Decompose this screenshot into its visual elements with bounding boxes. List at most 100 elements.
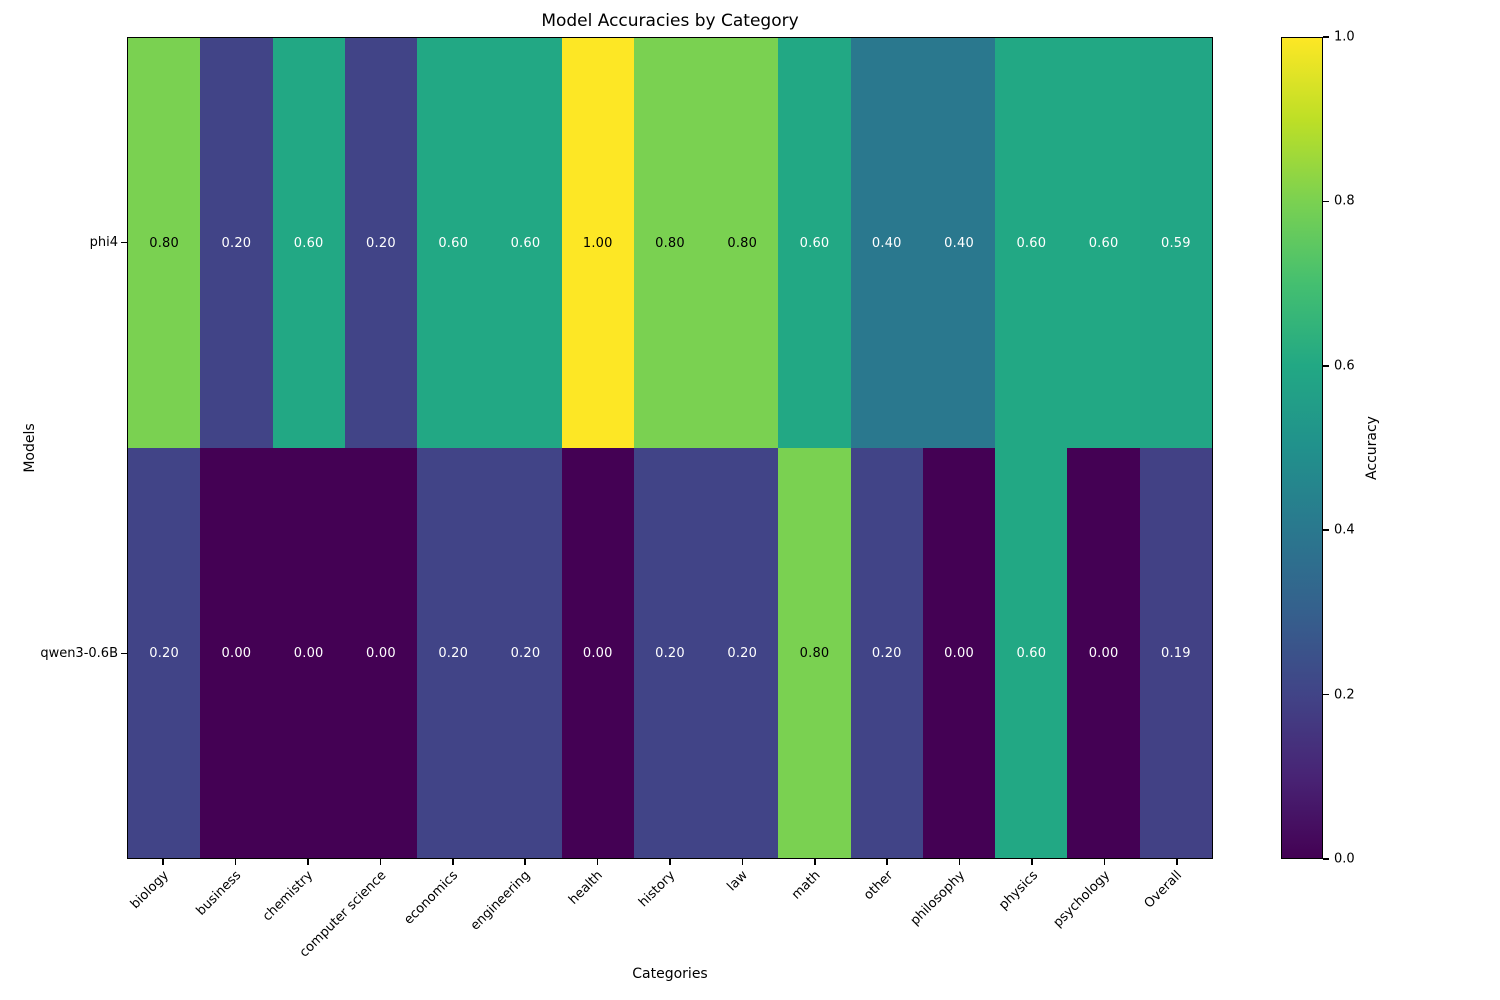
tick-mark (886, 859, 888, 865)
heatmap-cell: 0.20 (417, 448, 490, 858)
x-tick-label-text: history (636, 868, 679, 911)
heatmap: 0.80 0.20 0.60 0.20 0.60 0.60 1.00 0.80 0.80 0.60… (127, 37, 1213, 859)
chart-title: Model Accuracies by Category (541, 11, 799, 31)
x-tick-label-text: engineering (468, 868, 534, 934)
colorbar-tick-label: 0.4 (1334, 522, 1355, 538)
cell-value: 0.60 (799, 235, 830, 251)
heatmap-cell: 0.00 (561, 448, 634, 858)
x-tick-label-text: health (566, 868, 607, 908)
colorbar-tick-mark (1323, 200, 1329, 203)
x-tick-label-text: economics (401, 868, 462, 928)
heatmap-cell: 0.00 (200, 448, 273, 858)
x-tick-label-text: physics (995, 868, 1041, 913)
tick-mark (307, 859, 309, 865)
cell-value: 0.60 (438, 235, 469, 251)
heatmap-cell: 0.80 (128, 38, 201, 448)
heatmap-cell: 0.60 (272, 38, 345, 448)
tick-mark (814, 859, 816, 865)
cell-value: 0.00 (1088, 645, 1119, 661)
heatmap-cell: 0.60 (489, 38, 562, 448)
colorbar-tick-mark (1323, 858, 1329, 860)
x-tick-label-text: other (860, 868, 896, 904)
heatmap-cell: 0.00 (272, 448, 345, 858)
cell-value: 0.00 (366, 645, 396, 661)
tick-mark (162, 859, 164, 865)
heatmap-cell: 0.60 (1067, 38, 1140, 448)
heatmap-cell: 0.00 (922, 448, 996, 858)
heatmap-cell: 0.40 (922, 38, 996, 448)
tick-mark (452, 859, 454, 865)
heatmap-cell: 0.60 (995, 448, 1068, 858)
heatmap-cell: 0.59 (1139, 38, 1212, 448)
tick-mark (669, 859, 671, 865)
colorbar-tick-label: 1.0 (1334, 29, 1355, 45)
colorbar-tick-mark (1323, 365, 1329, 367)
tick-mark (524, 859, 526, 865)
heatmap-cell: 0.00 (344, 448, 418, 858)
heatmap-cell: 0.80 (633, 38, 707, 448)
cell-value: 0.20 (438, 645, 469, 661)
cell-value: 0.80 (727, 235, 758, 251)
heatmap-cell: 0.80 (778, 448, 851, 858)
heatmap-cell: 0.00 (1067, 448, 1140, 858)
x-tick-label-text: psychology (1050, 868, 1113, 931)
cell-value: 0.20 (871, 645, 902, 661)
heatmap-cell: 0.20 (633, 448, 707, 858)
cell-value: 0.19 (1160, 645, 1191, 661)
colorbar-tick-label: 0.8 (1334, 193, 1355, 209)
cell-value: 0.00 (293, 645, 324, 661)
x-tick-label-text: Overall (1141, 868, 1186, 912)
cell-value: 0.20 (655, 645, 685, 661)
cell-value: 0.20 (149, 645, 179, 661)
x-tick-label-text: law (724, 868, 751, 895)
cell-value: 0.59 (1160, 235, 1191, 251)
cell-value: 0.20 (366, 235, 396, 251)
cell-value: 1.00 (582, 235, 613, 251)
heatmap-cell: 1.00 (561, 38, 634, 448)
cell-value: 0.20 (727, 645, 758, 661)
cell-value: 0.60 (293, 235, 324, 251)
tick-mark (1103, 859, 1106, 865)
heatmap-cell: 0.60 (995, 38, 1068, 448)
colorbar-tick-label: 0.0 (1334, 851, 1355, 867)
heatmap-cell: 0.20 (706, 448, 779, 858)
x-tick-label-text: chemistry (260, 868, 317, 925)
heatmap-cell: 0.20 (128, 448, 201, 858)
cell-value: 0.00 (221, 645, 252, 661)
heatmap-cell: 0.60 (417, 38, 490, 448)
x-tick-label-text: math (788, 868, 824, 903)
cell-value: 0.40 (944, 235, 974, 251)
colorbar-tick-mark (1323, 529, 1329, 531)
cell-value: 0.00 (944, 645, 974, 661)
heatmap-cell: 0.19 (1139, 448, 1212, 858)
tick-mark (596, 859, 599, 865)
cell-value: 0.20 (510, 645, 541, 661)
cell-value: 0.60 (1088, 235, 1119, 251)
cell-value: 0.60 (1016, 235, 1047, 251)
x-tick-label-text: business (193, 868, 245, 919)
colorbar-tick-mark (1323, 693, 1329, 696)
cell-value: 0.00 (582, 645, 613, 661)
y-tick-label: qwen3-0.6B (40, 645, 118, 661)
cell-value: 0.20 (221, 235, 252, 251)
tick-mark (379, 859, 382, 865)
colorbar-tick-label: 0.6 (1334, 358, 1355, 374)
cell-value: 0.80 (655, 235, 685, 251)
x-tick-label-text: biology (127, 868, 172, 913)
colorbar (1281, 37, 1323, 859)
tick-mark (1176, 859, 1178, 865)
colorbar-tick-label: 0.2 (1334, 687, 1355, 703)
colorbar-tick-mark (1323, 36, 1329, 38)
y-axis-label: Models (22, 423, 38, 473)
cell-value: 0.80 (149, 235, 179, 251)
heatmap-cell: 0.20 (850, 448, 923, 858)
colorbar-label: Accuracy (1364, 416, 1380, 480)
heatmap-cell: 0.20 (489, 448, 562, 858)
tick-mark (121, 241, 127, 244)
cell-value: 0.80 (799, 645, 830, 661)
cell-value: 0.60 (510, 235, 541, 251)
tick-mark (958, 859, 961, 865)
y-tick-label: phi4 (89, 234, 118, 250)
heatmap-cell: 0.40 (850, 38, 923, 448)
